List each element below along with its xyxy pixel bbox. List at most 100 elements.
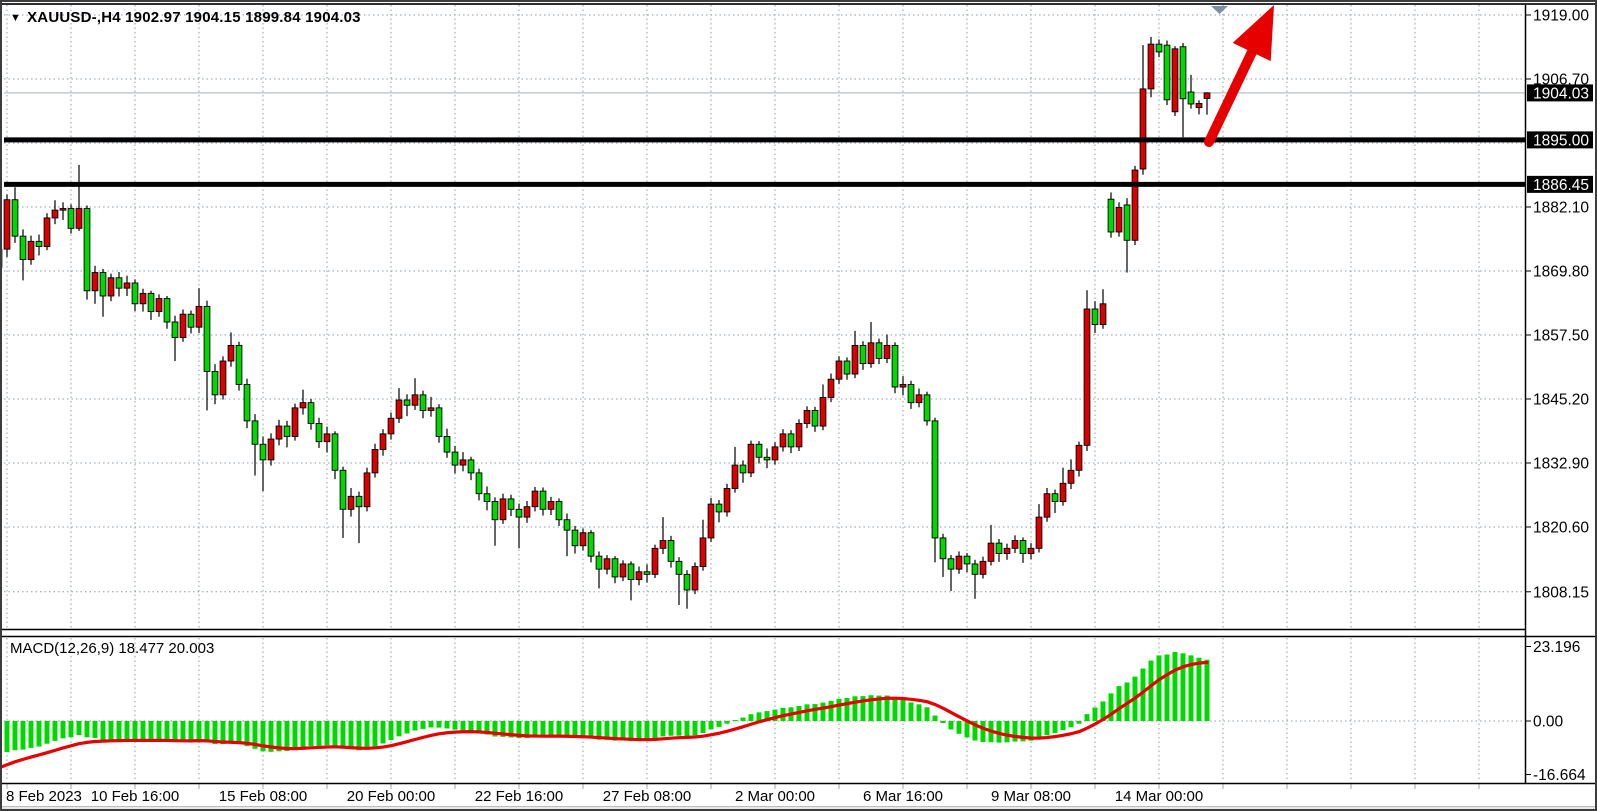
- candle-body-bear: [443, 436, 451, 453]
- candle-body-bear: [211, 370, 219, 396]
- time-axis-label: 15 Feb 08:00: [219, 788, 307, 805]
- candle-body-bull: [603, 558, 611, 570]
- macd-histogram-bar: [284, 721, 290, 752]
- time-axis-label: 20 Feb 00:00: [347, 788, 435, 805]
- macd-histogram-bar: [812, 704, 818, 721]
- candle-body-bear: [571, 529, 579, 547]
- macd-histogram-bar: [748, 714, 754, 721]
- candle-body-bull: [227, 344, 235, 362]
- macd-histogram-bar: [876, 695, 882, 721]
- object-anchor-triangle-icon[interactable]: [1211, 6, 1228, 14]
- macd-histogram-bar: [468, 721, 474, 732]
- candle-body-bull: [899, 383, 907, 388]
- price-axis-label: 1882.10: [1533, 200, 1589, 217]
- trend-arrow-head[interactable]: [1232, 5, 1274, 62]
- macd-histogram-bar: [508, 721, 514, 738]
- macd-histogram-bar: [76, 721, 82, 736]
- macd-histogram-bar: [324, 721, 330, 746]
- macd-histogram-bar: [180, 721, 186, 742]
- price-axis-label: 1906.70: [1533, 72, 1589, 89]
- candle-body-bear: [1051, 493, 1059, 502]
- macd-histogram-bar: [1092, 707, 1098, 721]
- trend-arrow-shaft[interactable]: [1204, 47, 1257, 147]
- candle-body-bull: [395, 399, 403, 419]
- macd-histogram-bar: [220, 721, 226, 745]
- candle-body-bull: [123, 282, 131, 289]
- macd-histogram-bar: [1188, 655, 1194, 721]
- macd-histogram-bar: [652, 721, 658, 739]
- macd-histogram-bar: [1156, 655, 1162, 721]
- macd-histogram-bar: [612, 721, 618, 741]
- candle-body-bear: [931, 420, 939, 539]
- candle-body-bull: [699, 537, 707, 567]
- macd-histogram-bar: [716, 721, 722, 727]
- macd-histogram-bar: [1012, 721, 1018, 742]
- candle-body-bull: [411, 394, 419, 406]
- candle-body-bear: [315, 423, 323, 443]
- macd-axis-label: 23.196: [1533, 639, 1580, 656]
- time-axis-label: 27 Feb 08:00: [603, 788, 691, 805]
- macd-histogram-bar: [364, 721, 370, 749]
- candle-body-bear: [907, 383, 915, 404]
- candle-body-bear: [171, 321, 179, 339]
- candle-body-bear: [555, 501, 563, 521]
- candle-body-bear: [875, 342, 883, 359]
- macd-histogram-bar: [188, 721, 194, 742]
- macd-histogram-bar: [980, 721, 986, 743]
- macd-histogram-bar: [556, 721, 562, 737]
- macd-histogram-bar: [1180, 653, 1186, 721]
- candle-body-bear: [787, 433, 795, 448]
- price-axis-label: 1808.15: [1533, 584, 1589, 601]
- candle-body-bear: [1155, 43, 1163, 53]
- macd-histogram-bar: [956, 721, 962, 734]
- candle-body-bear: [643, 571, 651, 575]
- macd-histogram-bar: [548, 721, 554, 736]
- time-axis-label: 14 Mar 00:00: [1115, 788, 1203, 805]
- candle-body-bull: [1203, 92, 1211, 99]
- macd-histogram-bar: [244, 721, 250, 747]
- candle-body-bull: [1099, 303, 1107, 326]
- macd-histogram-bar: [108, 721, 114, 740]
- macd-histogram-bar: [668, 721, 674, 736]
- symbol-dropdown-triangle-icon[interactable]: ▼: [10, 12, 22, 24]
- macd-histogram-bar: [124, 721, 130, 740]
- macd-histogram-bar: [964, 721, 970, 738]
- candle-body-bear: [627, 563, 635, 581]
- macd-histogram-bar: [628, 721, 634, 741]
- candle-body-bear: [19, 235, 27, 261]
- macd-histogram-bar: [100, 721, 106, 740]
- macd-histogram-bar: [1140, 668, 1146, 721]
- macd-histogram-bar: [372, 721, 378, 747]
- candle-body-bull: [1059, 482, 1067, 502]
- candle-body-bull: [619, 563, 627, 578]
- candle-body-bull: [1027, 547, 1035, 554]
- macd-histogram-bar: [532, 721, 538, 737]
- macd-histogram-bar: [252, 721, 258, 749]
- candle-body-bull: [827, 378, 835, 398]
- macd-histogram-bar: [908, 702, 914, 721]
- macd-histogram-bar: [564, 721, 570, 737]
- macd-histogram-bar: [932, 715, 938, 721]
- candle-body-bear: [507, 498, 515, 510]
- macd-histogram-bar: [596, 721, 602, 740]
- macd-histogram-bar: [852, 696, 858, 721]
- macd-histogram-bar: [308, 721, 314, 747]
- candle-body-bear: [259, 443, 267, 461]
- macd-histogram-bar: [740, 717, 746, 721]
- macd-histogram-bar: [524, 721, 530, 738]
- candle-body-bear: [715, 503, 723, 513]
- candle-body-bull: [1131, 169, 1139, 241]
- price-tag-box-1904.03: [1527, 84, 1593, 102]
- candle-body-bull: [659, 540, 667, 549]
- candle-body-bear: [515, 508, 523, 518]
- candle-body-bull: [427, 407, 435, 411]
- macd-histogram-bar: [20, 721, 26, 750]
- macd-histogram-bar: [1084, 714, 1090, 721]
- candle-body-bull: [459, 459, 467, 466]
- candle-body-bull: [275, 425, 283, 440]
- candle-body-bull: [179, 313, 187, 339]
- candle-body-bull: [155, 298, 163, 313]
- candle-body-bear: [1179, 46, 1187, 100]
- time-axis-label: 2 Mar 00:00: [735, 788, 815, 805]
